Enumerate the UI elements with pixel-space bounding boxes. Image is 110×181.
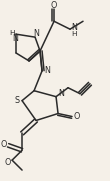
Text: H: H bbox=[9, 30, 15, 36]
Text: N: N bbox=[58, 89, 64, 98]
Text: O: O bbox=[74, 112, 80, 121]
Text: N: N bbox=[71, 23, 77, 32]
Text: H: H bbox=[71, 31, 77, 37]
Text: N: N bbox=[12, 34, 18, 43]
Text: N: N bbox=[44, 66, 50, 75]
Text: O: O bbox=[5, 158, 11, 167]
Text: S: S bbox=[15, 96, 20, 105]
Text: O: O bbox=[1, 140, 7, 149]
Text: N: N bbox=[33, 29, 39, 38]
Text: O: O bbox=[51, 1, 57, 10]
